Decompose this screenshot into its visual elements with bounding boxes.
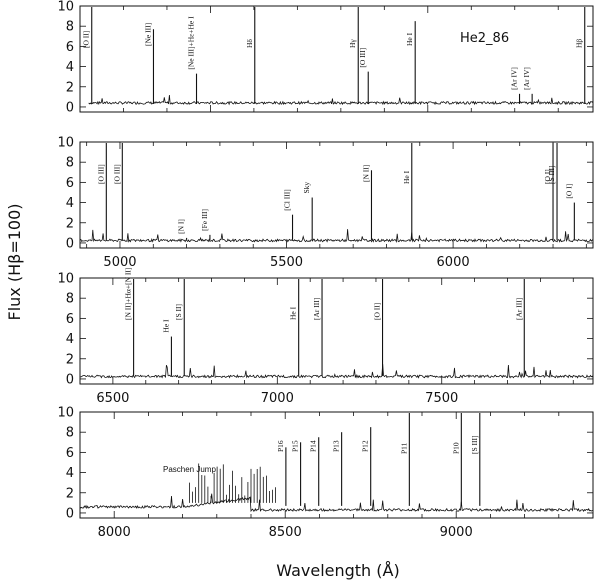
y-tick-label: 4	[66, 196, 74, 211]
x-tick-label: 9000	[440, 525, 473, 540]
line-label: [Ar IV]	[522, 67, 531, 90]
panel-1: 0 2 4 6 8 10 [O II] [Ne III] [Ne III]+Hε+He I Hδ…	[57, 0, 594, 115]
x-tick-label: 6500	[96, 391, 129, 406]
y-tick-label: 0	[66, 506, 74, 521]
line-label: [O II]	[373, 303, 382, 320]
line-label: [Ar IV]	[510, 67, 519, 90]
line-label: [O III]	[358, 48, 367, 68]
line-label: [N I]	[177, 219, 186, 234]
line-label: He I	[161, 319, 170, 333]
line-label: P15	[291, 440, 300, 452]
line-label: Sky	[302, 182, 311, 194]
line-label: [Ar III]	[514, 298, 523, 320]
line-label: [O III]	[112, 164, 121, 184]
y-tick-label: 2	[66, 216, 74, 231]
line-label: [S II]	[174, 304, 183, 320]
y-tick-label: 4	[66, 60, 74, 75]
line-label: [N II]+Hα+[N II]	[124, 268, 133, 320]
panel-3-spectrum	[80, 363, 594, 379]
line-label: P16	[276, 440, 285, 452]
panel-3: 0 2 4 6 8 10 6500 7000 7500 [N II]+Hα+[N II] He I…	[57, 268, 594, 406]
panel-4-spectrum	[79, 463, 593, 513]
line-label: [O III]	[96, 164, 105, 184]
y-tick-label: 2	[66, 352, 74, 367]
line-label: [Ne III]	[143, 23, 152, 46]
line-label: [Cl III]	[283, 189, 292, 210]
x-tick-label: 8500	[269, 525, 302, 540]
line-label: P10	[451, 442, 460, 454]
panel-4-lines: P16 P15 P14 P13 P12 P11 P10 [S III]	[276, 413, 481, 506]
panel-3-frame	[79, 277, 594, 385]
line-label: [S III]	[470, 435, 479, 454]
line-label: He I	[405, 32, 414, 46]
line-label: P11	[399, 442, 408, 454]
panel-1-frame	[79, 5, 594, 113]
y-axis-label: Flux (Hβ=100)	[5, 203, 24, 320]
y-tick-label: 10	[57, 136, 74, 151]
y-tick-label: 0	[66, 100, 74, 115]
y-tick-label: 6	[66, 446, 74, 461]
x-tick-label: 7000	[261, 391, 294, 406]
paschen-jump-label: Paschen Jump	[163, 465, 216, 474]
y-tick-label: 10	[57, 0, 74, 15]
panel-1-lines: [O II] [Ne III] [Ne III]+Hε+He I Hδ Hγ[O III…	[82, 7, 586, 104]
y-tick-label: 10	[57, 406, 74, 421]
panel-3-lines: [N II]+Hα+[N II] He I [S II] He I [Ar III] [O…	[124, 268, 525, 376]
y-tick-label: 8	[66, 156, 74, 171]
line-label: Hβ	[575, 39, 584, 48]
panel-4-frame	[79, 411, 594, 519]
y-tick-label: 2	[66, 80, 74, 95]
y-tick-label: 6	[66, 40, 74, 55]
line-label: [Fe III]	[200, 209, 209, 231]
y-tick-label: 0	[66, 372, 74, 387]
y-tick-label: 8	[66, 292, 74, 307]
y-tick-label: 8	[66, 20, 74, 35]
y-tick-label: 6	[66, 312, 74, 327]
panel-1-spectrum	[88, 94, 594, 106]
line-label: He I	[289, 306, 298, 320]
y-tick-label: 8	[66, 426, 74, 441]
x-tick-label: 6000	[437, 255, 470, 270]
x-tick-label: 7500	[425, 391, 458, 406]
line-label: [O I]	[564, 184, 573, 199]
panel-2-ticks: 0 2 4 6 8 10 5000 5500 6000	[57, 136, 593, 270]
x-axis-label: Wavelength (Å)	[276, 561, 399, 580]
y-tick-label: 2	[66, 486, 74, 501]
line-label: [O I]	[543, 169, 552, 184]
line-label: He I	[402, 170, 411, 184]
line-label: [Ar III]	[312, 298, 321, 320]
line-label: [S III]	[547, 165, 556, 184]
line-label: Hγ	[348, 39, 357, 48]
y-tick-label: 4	[66, 332, 74, 347]
panel-1-ticks: 0 2 4 6 8 10	[57, 0, 593, 115]
panel-4-ticks: 0 2 4 6 8 10 8000 8500 9000	[57, 406, 594, 540]
panel-2-frame	[79, 141, 594, 249]
line-label: Hδ	[245, 39, 254, 48]
panel-2-spectrum	[79, 229, 594, 243]
object-label: He2_86	[460, 31, 509, 46]
y-tick-label: 10	[57, 272, 74, 287]
line-label: [N II]	[361, 165, 370, 182]
x-tick-label: 5000	[103, 255, 136, 270]
panel-3-ticks: 0 2 4 6 8 10 6500 7000 7500	[57, 272, 593, 406]
line-label: P14	[309, 440, 318, 452]
line-label: P12	[361, 440, 370, 452]
y-tick-label: 4	[66, 466, 74, 481]
y-tick-label: 0	[66, 236, 74, 251]
y-tick-label: 6	[66, 176, 74, 191]
line-label: [O II]	[82, 31, 91, 48]
panel-2-lines: [O III] [O III] [N I] [Fe III] [Cl III] Sky [N…	[96, 143, 575, 240]
line-label: [Ne III]+Hε+He I	[187, 16, 196, 70]
line-label: P13	[332, 440, 341, 452]
x-tick-label: 5500	[270, 255, 303, 270]
x-tick-label: 8000	[98, 525, 131, 540]
